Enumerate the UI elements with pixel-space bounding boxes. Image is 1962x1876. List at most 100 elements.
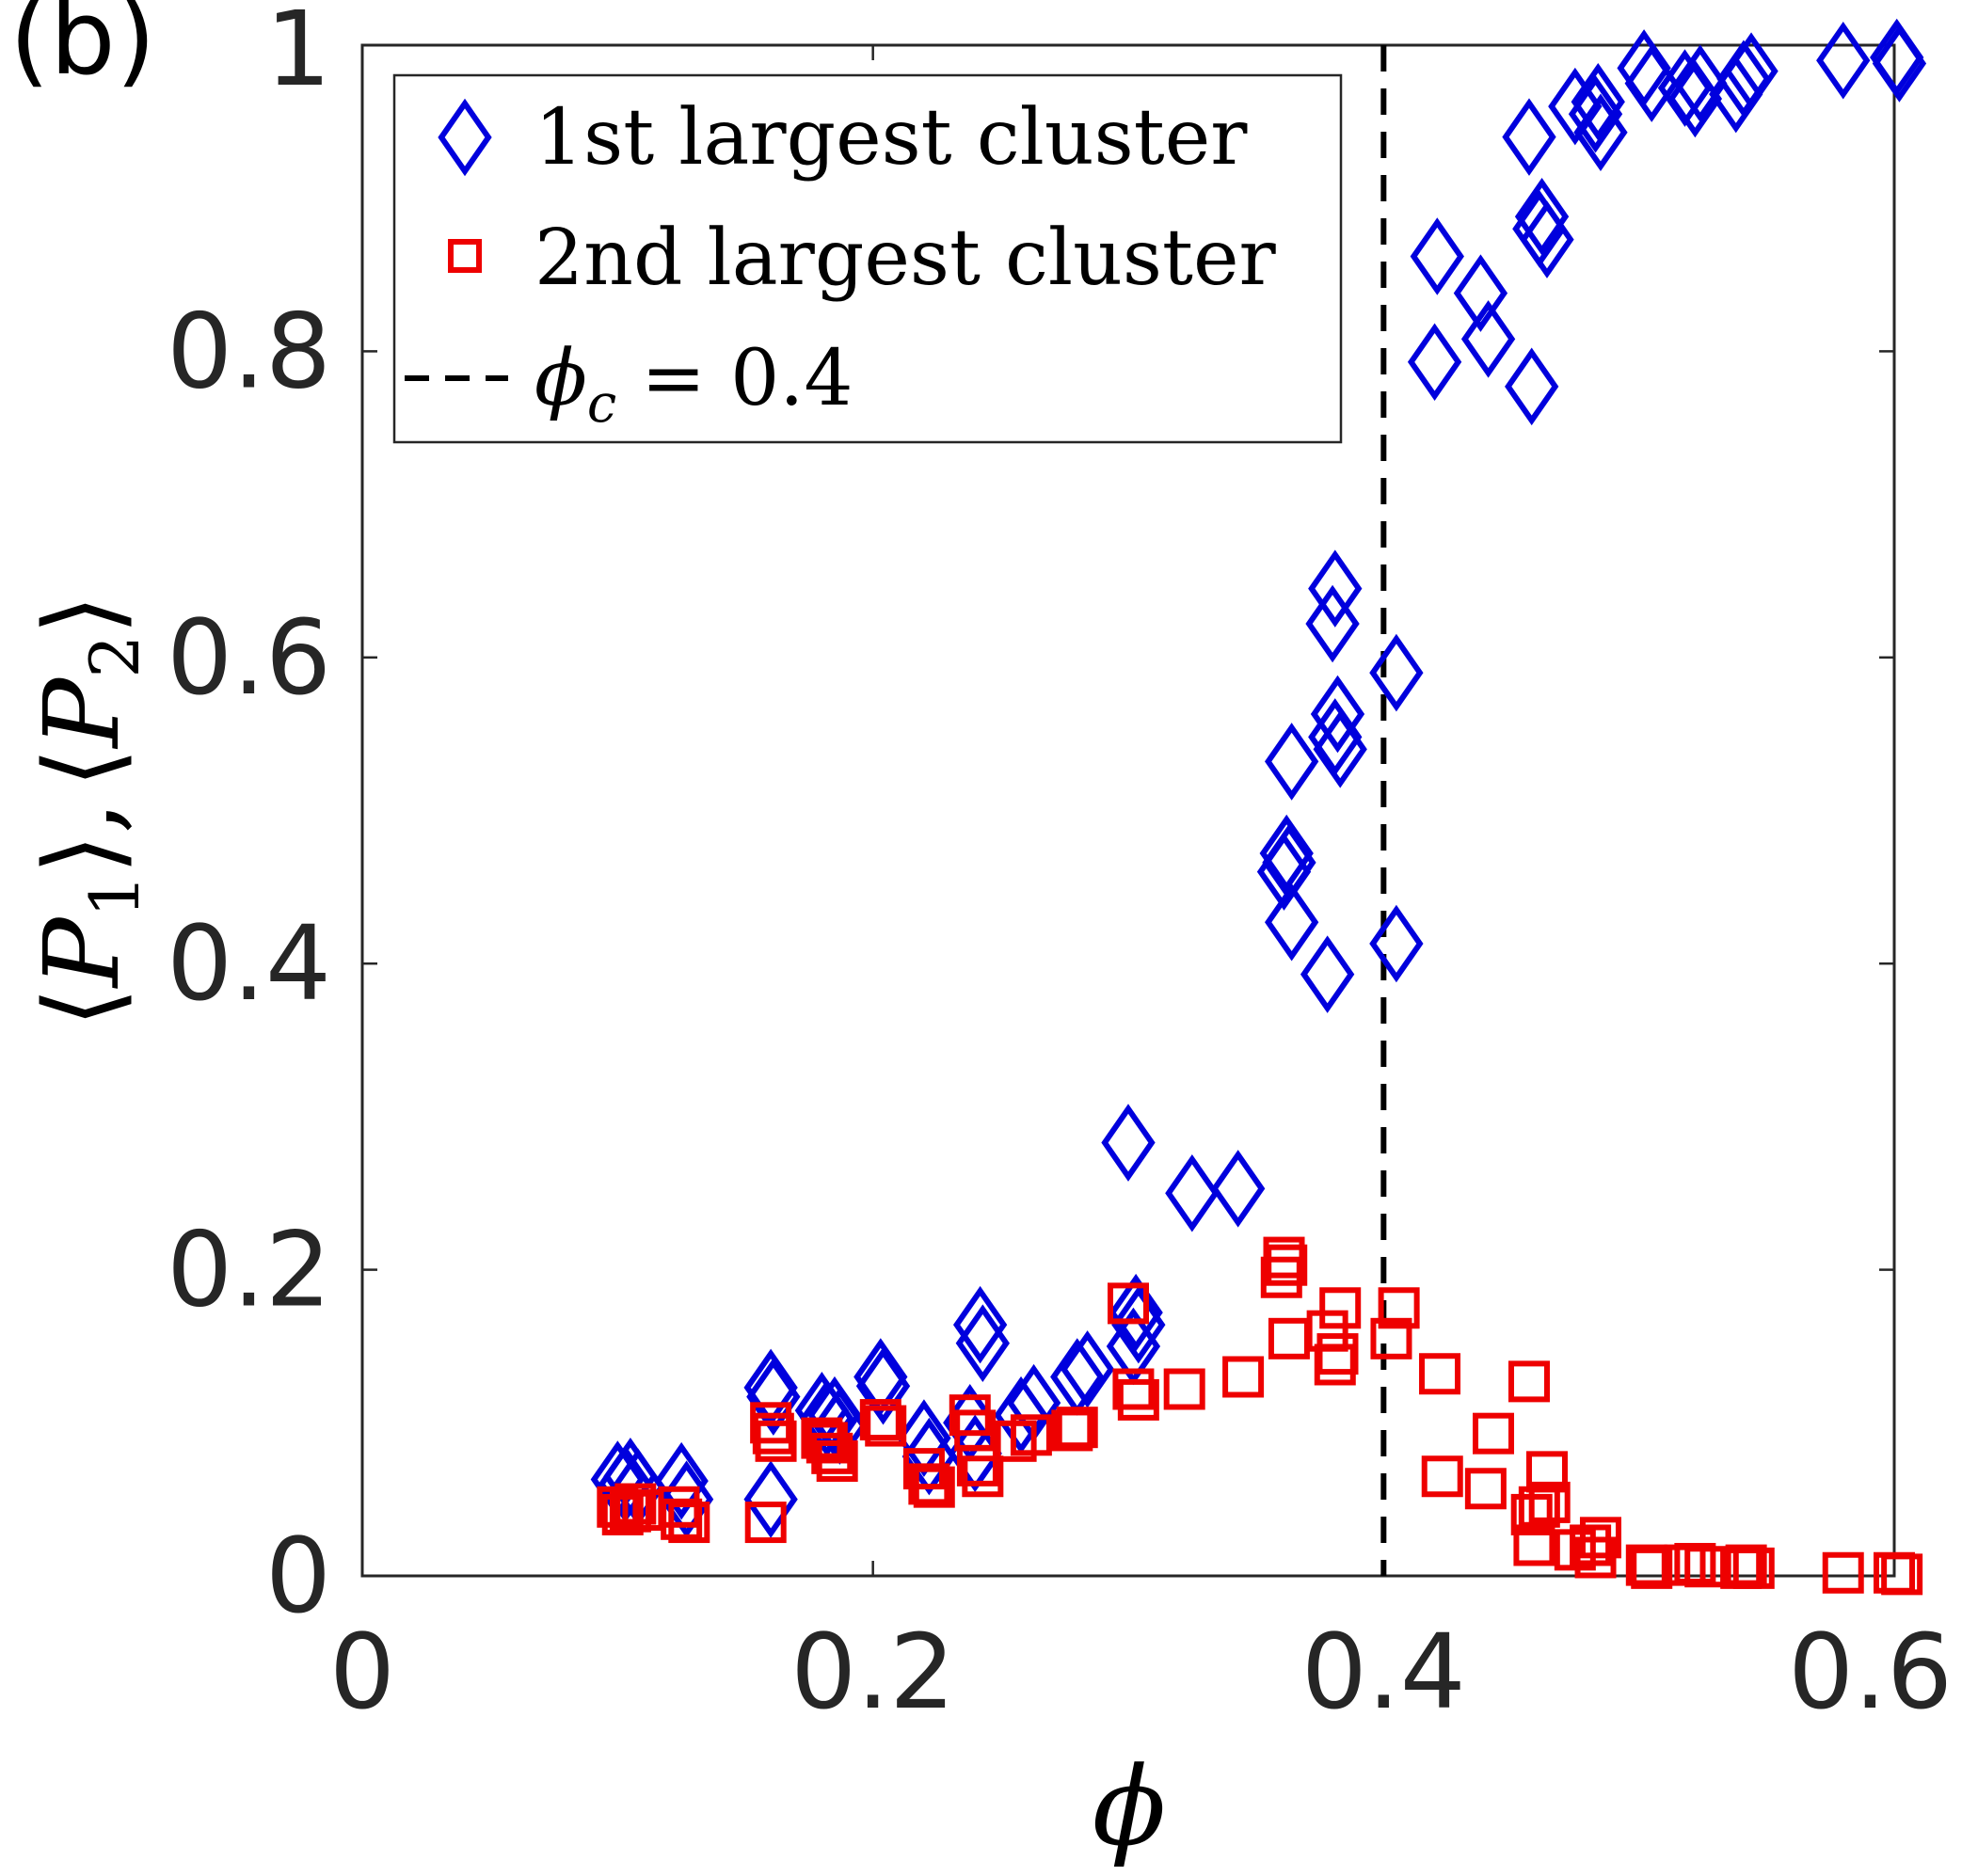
y-tick-label: 0	[265, 1516, 331, 1636]
diamond-point	[1111, 1285, 1166, 1364]
series-points	[590, 18, 1927, 1596]
square-point	[811, 1432, 853, 1474]
legend-box	[392, 73, 1343, 444]
diamond-point	[1673, 44, 1728, 122]
square-point	[1732, 1547, 1775, 1589]
diamond-point	[743, 1460, 798, 1538]
panel-label: (b)	[9, 0, 156, 98]
square-point	[1051, 1409, 1093, 1452]
diamond-point	[1369, 904, 1424, 983]
square-point	[1579, 1517, 1621, 1559]
square-point	[744, 1502, 787, 1544]
square-point	[962, 1455, 1004, 1498]
square-point	[1163, 1368, 1205, 1410]
diamond-point	[1265, 883, 1319, 962]
square-point	[1421, 1455, 1463, 1498]
square-point	[1881, 1553, 1923, 1596]
axis-tick-labels: 0 0.2 0.4 0.6 0 0.2 0.4 0.6 0.8 1	[167, 0, 1953, 1732]
square-point	[1108, 1282, 1149, 1325]
square-point	[1507, 1360, 1550, 1403]
y-tick-label: 0.6	[167, 597, 331, 718]
diamond-point	[1407, 323, 1462, 402]
diamond-point	[901, 1417, 957, 1496]
diamond-point	[1571, 62, 1625, 141]
diamond-point	[952, 1285, 1008, 1364]
x-tick-label: 0.6	[1788, 1612, 1953, 1732]
diamond-point	[800, 1379, 854, 1457]
diamond-point	[1502, 98, 1556, 176]
diamond-point	[994, 1375, 1048, 1455]
diamond-point	[1514, 177, 1570, 256]
square-point	[614, 1483, 657, 1525]
diamond-point	[1369, 633, 1424, 712]
square-point	[1117, 1378, 1159, 1421]
x-axis-label: ϕ	[1093, 1744, 1166, 1870]
diamond-point	[1453, 254, 1508, 332]
diamond-point	[1573, 93, 1628, 171]
diamond-point	[1165, 1153, 1220, 1232]
diamond-point	[1520, 200, 1574, 278]
diamond-point	[1300, 935, 1355, 1013]
diamond-point	[1460, 300, 1516, 378]
square-point	[1378, 1287, 1420, 1329]
legend-label-2nd: 2nd largest cluster	[534, 214, 1276, 303]
square-point	[1473, 1412, 1515, 1455]
diamond-point	[1109, 1273, 1163, 1352]
legend-label-1st: 1st largest cluster	[534, 93, 1248, 183]
diamond-point	[1259, 814, 1314, 893]
diamond-point	[1101, 1104, 1156, 1182]
diamond-point	[1310, 675, 1365, 754]
legend-label-phic: ϕc = 0.4	[534, 334, 853, 435]
diamond-point	[1872, 24, 1927, 103]
diamond-point	[1265, 723, 1319, 801]
x-tick-label: 0.2	[790, 1612, 955, 1732]
square-point	[913, 1466, 955, 1508]
square-point	[661, 1498, 703, 1540]
square-point	[1319, 1287, 1362, 1329]
square-point	[1725, 1544, 1767, 1586]
square-point	[1464, 1468, 1507, 1510]
y-tick-label: 0.2	[167, 1210, 331, 1330]
diamond-point	[1816, 22, 1871, 100]
diamond-point	[1548, 67, 1603, 146]
diamond-point	[1724, 32, 1779, 110]
legend-square-marker	[448, 239, 482, 273]
diamond-point	[1624, 44, 1679, 122]
square-point	[1570, 1524, 1612, 1566]
diamond-point	[1060, 1330, 1115, 1408]
diamond-point	[654, 1441, 709, 1520]
y-axis-label: ⟨P1⟩,⟨P2⟩	[22, 595, 154, 1027]
square-point	[1528, 1481, 1571, 1523]
square-point	[1419, 1353, 1461, 1395]
diamond-point	[855, 1346, 911, 1425]
square-point	[816, 1439, 858, 1482]
square-point	[1056, 1407, 1098, 1449]
y-tick-label: 0.4	[167, 903, 331, 1024]
square-point	[865, 1405, 907, 1447]
x-tick-label: 0	[329, 1612, 395, 1732]
square-point	[859, 1399, 901, 1441]
legend: 1st largest cluster 2nd largest cluster …	[392, 73, 1343, 444]
square-point	[1316, 1333, 1359, 1375]
diamond-point	[1568, 74, 1623, 153]
square-point	[1112, 1368, 1155, 1410]
diamond-point	[1211, 1150, 1266, 1228]
y-tick-label: 0.8	[167, 291, 331, 411]
diamond-point	[1410, 217, 1464, 295]
square-point	[1674, 1542, 1716, 1584]
square-point	[1525, 1451, 1568, 1493]
legend-diamond-marker	[438, 98, 492, 177]
square-point	[1222, 1356, 1265, 1398]
square-point	[1370, 1317, 1412, 1359]
square-point	[1822, 1551, 1864, 1594]
square-point	[755, 1420, 797, 1462]
diamond-point	[1313, 710, 1367, 788]
y-tick-label: 1	[265, 0, 331, 109]
diamond-point	[1505, 347, 1559, 426]
x-tick-label: 0.4	[1301, 1612, 1466, 1732]
square-point	[1010, 1414, 1052, 1456]
square-point	[956, 1444, 998, 1486]
diamond-point	[955, 1304, 1010, 1382]
